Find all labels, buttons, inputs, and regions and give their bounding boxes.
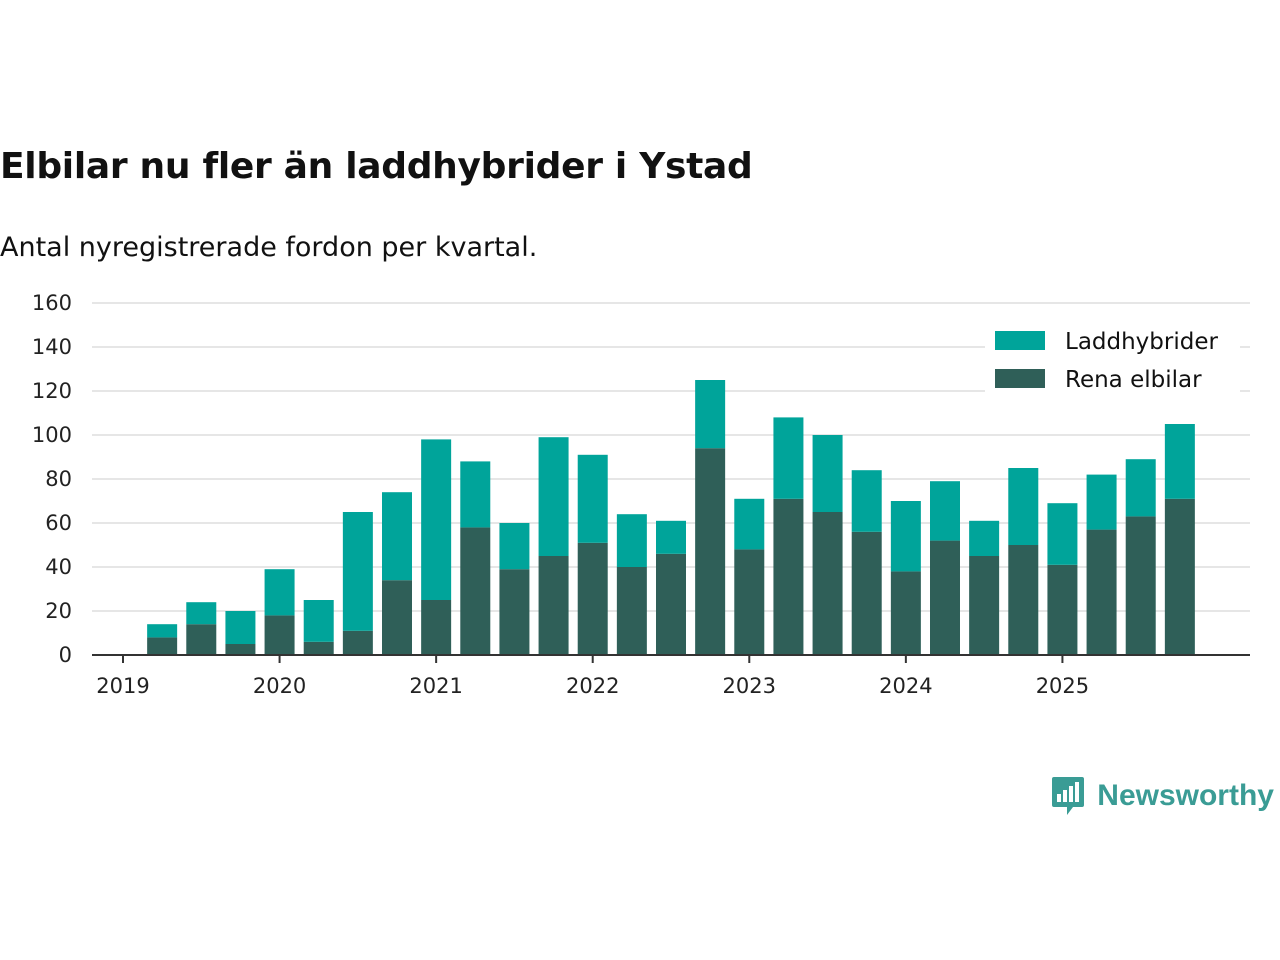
- x-tick-label-2023: 2023: [723, 674, 776, 698]
- bar-rena-elbilar-2022-Q4: [695, 448, 726, 655]
- x-tick-label-2022: 2022: [566, 674, 619, 698]
- bar-laddhybrider-2021-Q3: [499, 523, 530, 570]
- bar-laddhybrider-2021-Q1: [421, 439, 452, 600]
- bar-rena-elbilar-2024-Q3: [969, 556, 1000, 655]
- bar-rena-elbilar-2022-Q3: [656, 553, 686, 655]
- bar-laddhybrider-2024-Q4: [1008, 468, 1039, 545]
- bar-laddhybrider-2020-Q2: [303, 600, 334, 642]
- bar-laddhybrider-2025-Q1: [1047, 503, 1078, 565]
- bars: [147, 380, 1195, 655]
- y-tick-label-60: 60: [45, 511, 72, 535]
- bar-laddhybrider-2022-Q4: [695, 380, 726, 449]
- bar-rena-elbilar-2020-Q3: [342, 630, 373, 655]
- bar-laddhybrider-2025-Q2: [1086, 474, 1117, 530]
- brand: Newsworthy: [1051, 775, 1274, 817]
- bar-rena-elbilar-2019-Q2: [147, 637, 178, 655]
- bar-rena-elbilar-2023-Q4: [851, 531, 882, 655]
- y-tick-label-40: 40: [45, 555, 72, 579]
- bar-rena-elbilar-2025-Q1: [1047, 564, 1078, 655]
- x-tick-label-2025: 2025: [1036, 674, 1089, 698]
- bar-laddhybrider-2024-Q2: [930, 481, 960, 541]
- bar-laddhybrider-2019-Q2: [147, 624, 178, 638]
- y-tick-label-100: 100: [32, 423, 72, 447]
- bar-laddhybrider-2019-Q4: [225, 611, 256, 644]
- y-tick-label-120: 120: [32, 379, 72, 403]
- x-tick-label-2020: 2020: [253, 674, 306, 698]
- bar-laddhybrider-2023-Q1: [734, 498, 765, 550]
- bar-rena-elbilar-2019-Q3: [186, 624, 217, 655]
- legend: Laddhybrider Rena elbilar: [985, 322, 1240, 398]
- bar-rena-elbilar-2023-Q3: [812, 512, 843, 655]
- bar-laddhybrider-2022-Q3: [656, 520, 686, 554]
- bar-laddhybrider-2021-Q2: [460, 461, 491, 528]
- x-tick-label-2024: 2024: [879, 674, 932, 698]
- legend-swatch-rena-elbilar: [995, 369, 1045, 388]
- bar-rena-elbilar-2025-Q2: [1086, 529, 1117, 655]
- x-axis-ticks: 2019 2020 2021 2022 2023 2024 2025: [96, 655, 1089, 698]
- bar-rena-elbilar-2021-Q3: [499, 569, 530, 655]
- bar-rena-elbilar-2023-Q1: [734, 549, 765, 655]
- bar-laddhybrider-2020-Q3: [342, 512, 373, 631]
- legend-label-laddhybrider: Laddhybrider: [1065, 329, 1218, 355]
- y-tick-label-20: 20: [45, 599, 72, 623]
- bar-laddhybrider-2021-Q4: [538, 437, 569, 556]
- bar-rena-elbilar-2020-Q4: [382, 580, 412, 655]
- bar-rena-elbilar-2025-Q3: [1125, 516, 1156, 655]
- bar-rena-elbilar-2020-Q2: [303, 641, 334, 655]
- bar-laddhybrider-2024-Q3: [969, 520, 1000, 556]
- bar-rena-elbilar-2025-Q4: [1164, 498, 1195, 655]
- bar-rena-elbilar-2023-Q2: [773, 498, 804, 655]
- bar-laddhybrider-2020-Q1: [264, 569, 295, 616]
- y-axis-tick-labels: 0 20 40 60 80 100 120 140 160: [32, 291, 72, 667]
- bar-laddhybrider-2023-Q4: [851, 470, 882, 532]
- bar-rena-elbilar-2021-Q4: [538, 556, 569, 655]
- y-tick-label-160: 160: [32, 291, 72, 315]
- bar-laddhybrider-2023-Q3: [812, 435, 843, 512]
- brand-name: Newsworthy: [1097, 779, 1274, 812]
- bar-rena-elbilar-2024-Q4: [1008, 545, 1039, 655]
- chart-title: Elbilar nu fler än laddhybrider i Ystad: [0, 146, 753, 187]
- legend-swatch-laddhybrider: [995, 331, 1045, 350]
- legend-label-rena-elbilar: Rena elbilar: [1065, 367, 1202, 393]
- x-tick-label-2021: 2021: [409, 674, 462, 698]
- bar-rena-elbilar-2022-Q2: [616, 567, 647, 655]
- y-tick-label-0: 0: [59, 643, 72, 667]
- bar-rena-elbilar-2019-Q4: [225, 644, 256, 655]
- bar-laddhybrider-2022-Q1: [577, 454, 608, 543]
- bar-laddhybrider-2023-Q2: [773, 417, 804, 499]
- bar-laddhybrider-2019-Q3: [186, 602, 217, 625]
- bar-laddhybrider-2020-Q4: [382, 492, 412, 581]
- bar-laddhybrider-2024-Q1: [890, 501, 921, 572]
- chart-subtitle: Antal nyregistrerade fordon per kvartal.: [0, 232, 538, 263]
- newsworthy-logo-icon: [1052, 777, 1085, 815]
- bar-rena-elbilar-2021-Q1: [421, 600, 452, 655]
- bar-rena-elbilar-2021-Q2: [460, 527, 491, 655]
- bar-rena-elbilar-2024-Q2: [930, 540, 960, 655]
- y-tick-label-80: 80: [45, 467, 72, 491]
- y-tick-label-140: 140: [32, 335, 72, 359]
- bar-rena-elbilar-2024-Q1: [890, 571, 921, 655]
- bar-laddhybrider-2025-Q3: [1125, 459, 1156, 517]
- bar-laddhybrider-2025-Q4: [1164, 424, 1195, 499]
- x-tick-label-2019: 2019: [96, 674, 149, 698]
- bar-rena-elbilar-2020-Q1: [264, 615, 295, 655]
- bar-rena-elbilar-2022-Q1: [577, 542, 608, 655]
- bar-laddhybrider-2022-Q2: [616, 514, 647, 567]
